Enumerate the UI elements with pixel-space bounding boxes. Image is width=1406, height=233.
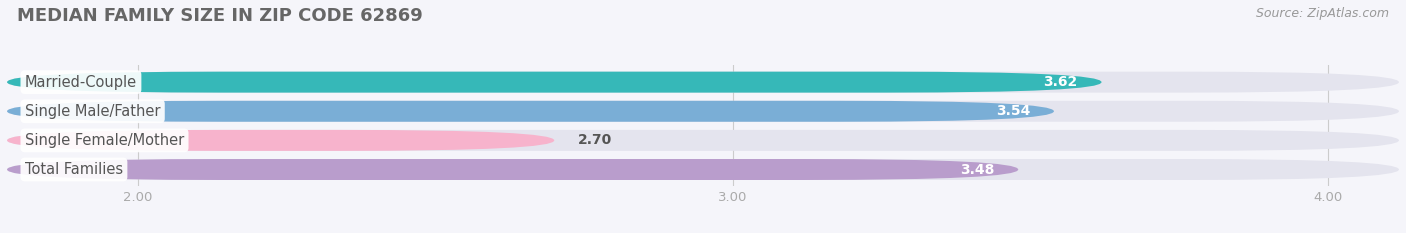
Text: 3.48: 3.48 — [960, 162, 994, 177]
Text: Married-Couple: Married-Couple — [25, 75, 136, 90]
FancyBboxPatch shape — [7, 72, 1101, 93]
Text: 2.70: 2.70 — [578, 133, 613, 147]
Text: Source: ZipAtlas.com: Source: ZipAtlas.com — [1256, 7, 1389, 20]
Text: 3.62: 3.62 — [1043, 75, 1078, 89]
FancyBboxPatch shape — [7, 101, 1054, 122]
Text: Single Male/Father: Single Male/Father — [25, 104, 160, 119]
Text: 3.54: 3.54 — [995, 104, 1031, 118]
Text: MEDIAN FAMILY SIZE IN ZIP CODE 62869: MEDIAN FAMILY SIZE IN ZIP CODE 62869 — [17, 7, 423, 25]
FancyBboxPatch shape — [7, 159, 1399, 180]
FancyBboxPatch shape — [7, 130, 554, 151]
FancyBboxPatch shape — [7, 159, 1018, 180]
FancyBboxPatch shape — [7, 101, 1399, 122]
Text: Total Families: Total Families — [25, 162, 122, 177]
Text: Single Female/Mother: Single Female/Mother — [25, 133, 184, 148]
FancyBboxPatch shape — [7, 72, 1399, 93]
FancyBboxPatch shape — [7, 130, 1399, 151]
